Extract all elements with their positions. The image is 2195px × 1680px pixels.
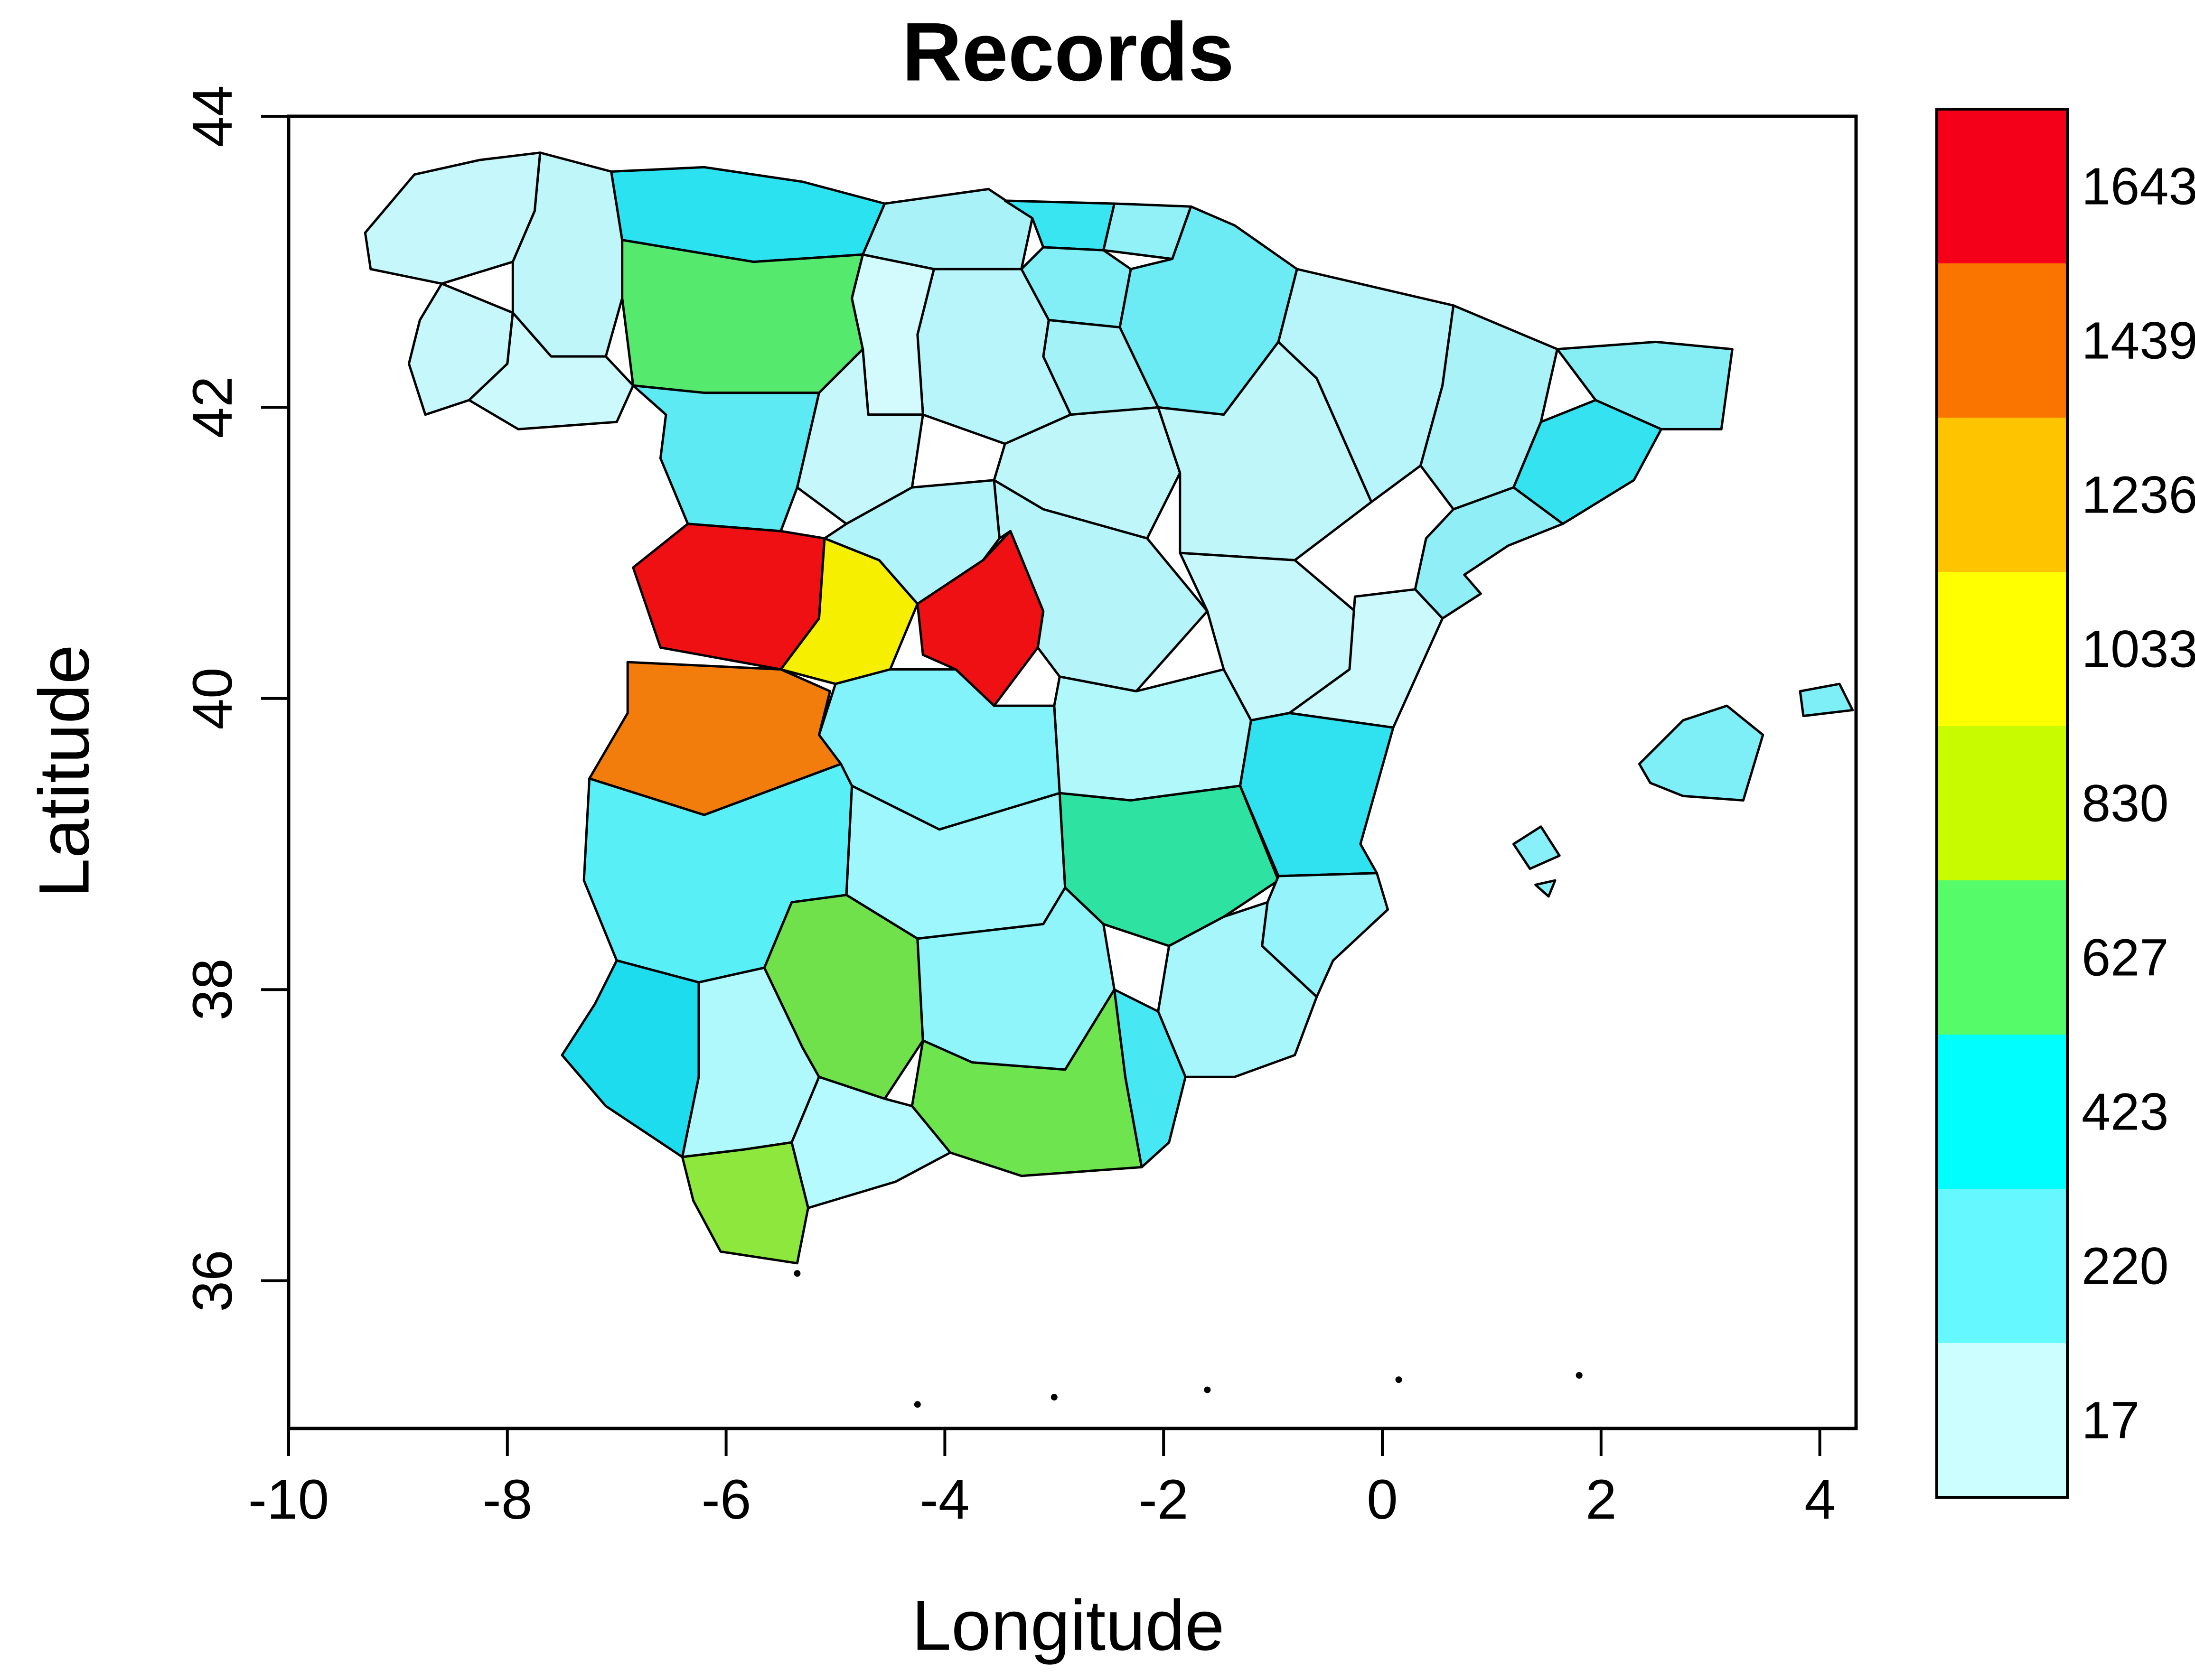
province-valladolid xyxy=(796,348,924,525)
province-ourense xyxy=(468,311,635,430)
legend-color-block xyxy=(1937,572,2067,727)
legend-color-block xyxy=(1937,1035,2067,1189)
x-tick-label-0: 0 xyxy=(1367,1468,1398,1531)
legend-color-block xyxy=(1937,880,2067,1035)
province-huelva xyxy=(561,959,700,1158)
legend-color-block xyxy=(1937,1343,2067,1498)
islet-dot xyxy=(1204,1386,1211,1393)
islet-dot xyxy=(914,1401,921,1408)
legend-border xyxy=(1935,108,2069,1499)
legend-label-1236: 1236 xyxy=(2082,466,2195,524)
legend-label-1033: 1033 xyxy=(2082,620,2195,679)
islet-dot xyxy=(1576,1372,1583,1379)
y-tick-label-42: 42 xyxy=(181,376,244,439)
legend-color-block xyxy=(1937,263,2067,418)
x-tick-label--8: -8 xyxy=(482,1468,533,1531)
legend-color-block xyxy=(1937,109,2067,264)
province-cadiz xyxy=(681,1141,809,1265)
province-mallorca xyxy=(1638,704,1764,802)
legend-label-627: 627 xyxy=(2082,928,2169,987)
legend-label-423: 423 xyxy=(2082,1083,2169,1141)
province-leon xyxy=(621,239,864,394)
legend-color-block xyxy=(1937,1189,2067,1344)
legend-color-block xyxy=(1937,726,2067,881)
y-tick-label-38: 38 xyxy=(181,958,244,1021)
province-almeria xyxy=(1113,988,1187,1168)
x-tick-label--6: -6 xyxy=(701,1468,751,1531)
province-tarragona xyxy=(1414,486,1564,620)
y-axis-title: Latitude xyxy=(24,644,104,898)
y-tick-label-36: 36 xyxy=(181,1250,244,1312)
province-ibiza xyxy=(1512,825,1561,870)
province-cuenca xyxy=(1053,668,1252,802)
x-axis-title: Longitude xyxy=(911,1585,1225,1665)
province-zamora xyxy=(632,384,820,532)
islet-dot xyxy=(794,1270,801,1277)
province-murcia xyxy=(1157,901,1318,1078)
chart-title: Records xyxy=(901,6,1235,99)
province-menorca xyxy=(1799,682,1854,718)
x-tick-label--10: -10 xyxy=(248,1468,329,1531)
x-tick-label-2: 2 xyxy=(1585,1468,1617,1531)
x-tick-label-4: 4 xyxy=(1804,1468,1836,1531)
legend-label-830: 830 xyxy=(2082,774,2169,833)
y-tick-label-40: 40 xyxy=(181,667,244,730)
legend-label-220: 220 xyxy=(2082,1237,2169,1296)
province-formentera xyxy=(1534,879,1557,898)
islet-dot xyxy=(1051,1394,1058,1400)
legend-color-block xyxy=(1937,418,2067,572)
plot-frame xyxy=(287,114,1858,1430)
y-tick-label-44: 44 xyxy=(181,85,244,148)
x-tick-label--2: -2 xyxy=(1138,1468,1189,1531)
legend-label-1643: 1643 xyxy=(2082,157,2195,216)
legend-label-1439: 1439 xyxy=(2082,311,2195,370)
islet-dot xyxy=(1395,1376,1402,1383)
x-tick-label--4: -4 xyxy=(919,1468,970,1531)
legend-label-17: 17 xyxy=(2082,1391,2140,1450)
